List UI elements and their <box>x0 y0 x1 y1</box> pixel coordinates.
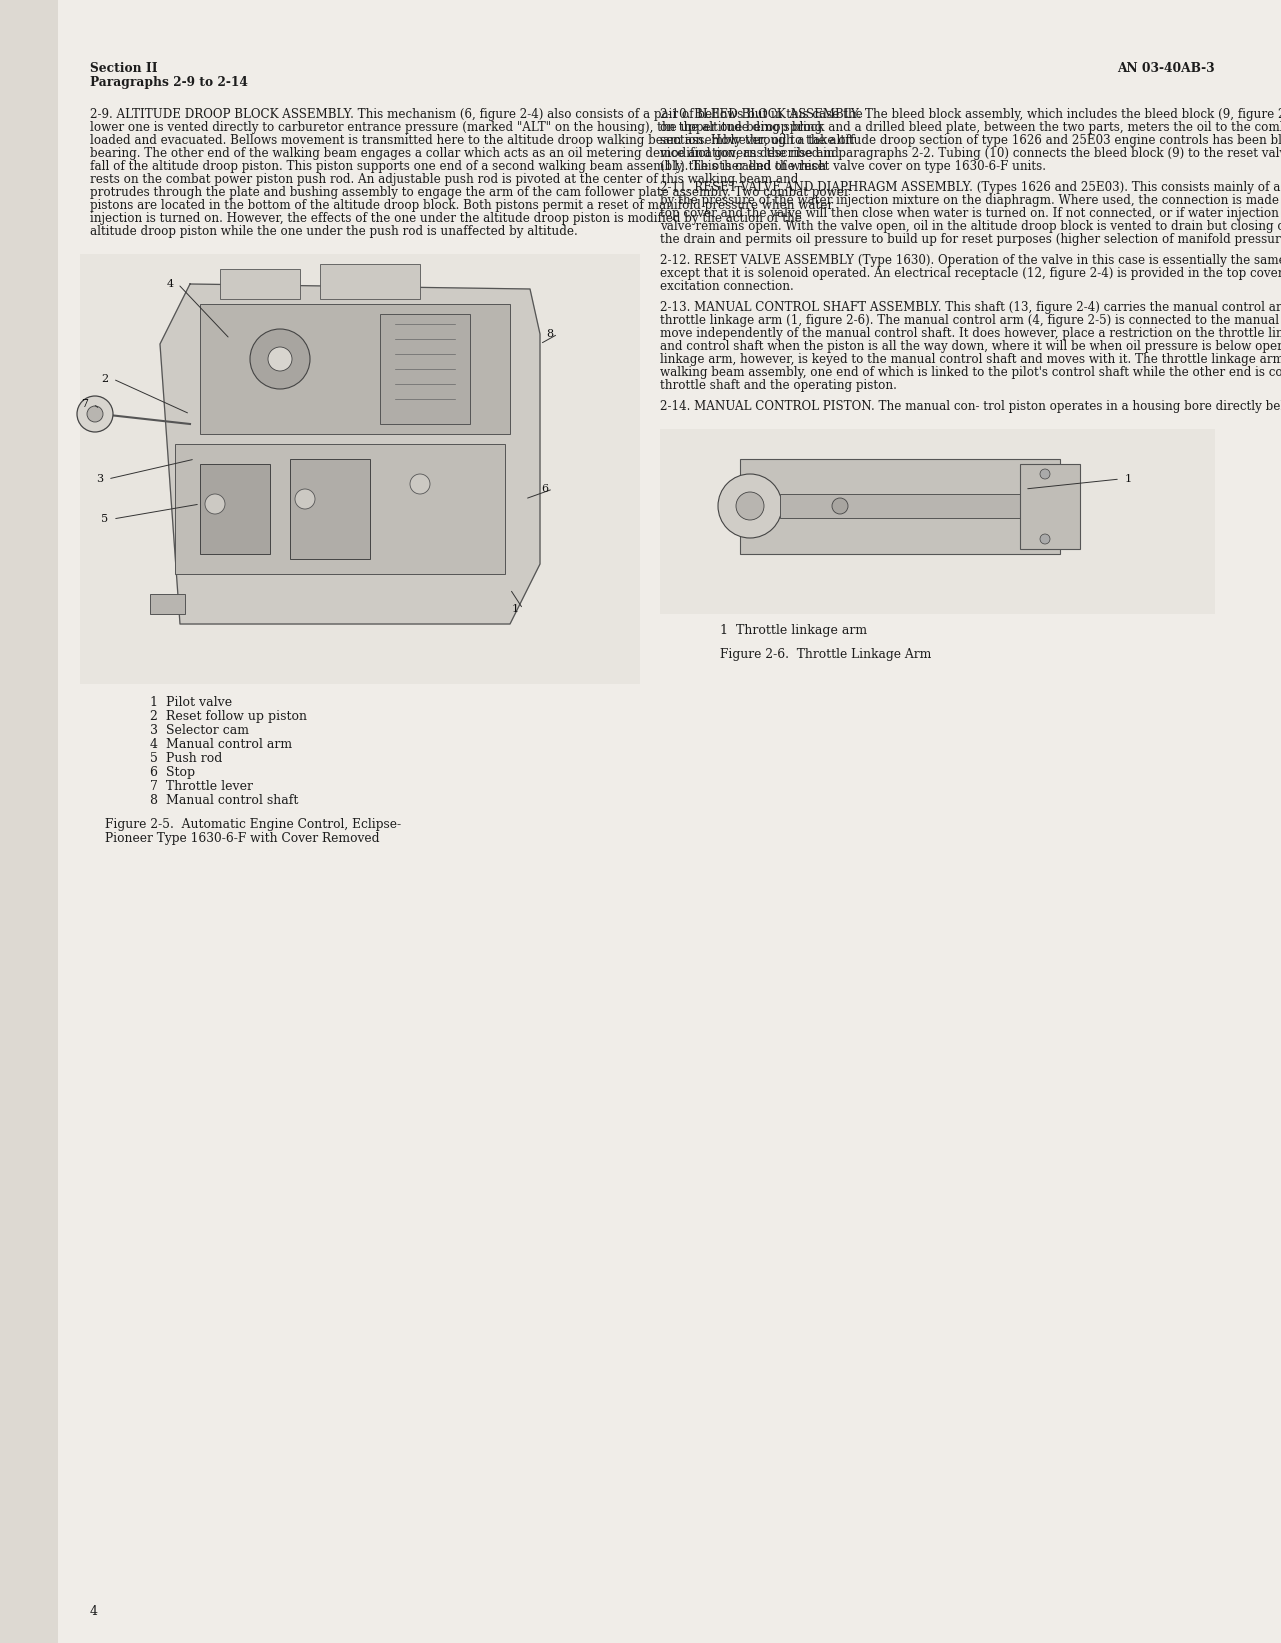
Circle shape <box>87 406 102 422</box>
Bar <box>320 265 420 299</box>
Circle shape <box>268 347 292 371</box>
Text: linkage arm, however, is keyed to the manual control shaft and moves with it. Th: linkage arm, however, is keyed to the ma… <box>660 353 1281 366</box>
Circle shape <box>250 329 310 389</box>
Text: 5: 5 <box>101 514 109 524</box>
Text: lower one is vented directly to carburetor entrance pressure (marked "ALT" on th: lower one is vented directly to carburet… <box>90 122 822 135</box>
Text: 2-14. MANUAL CONTROL PISTON. The manual con- trol piston operates in a housing b: 2-14. MANUAL CONTROL PISTON. The manual … <box>660 399 1281 412</box>
Text: fall of the altitude droop piston. This piston supports one end of a second walk: fall of the altitude droop piston. This … <box>90 159 826 173</box>
Text: except that it is solenoid operated. An electrical receptacle (12, figure 2-4) i: except that it is solenoid operated. An … <box>660 268 1281 279</box>
Bar <box>200 304 510 434</box>
Bar <box>200 463 270 554</box>
Text: excitation connection.: excitation connection. <box>660 279 794 292</box>
Text: loaded and evacuated. Bellows movement is transmitted here to the altitude droop: loaded and evacuated. Bellows movement i… <box>90 135 854 146</box>
Text: Figure 2-5.  Automatic Engine Control, Eclipse-: Figure 2-5. Automatic Engine Control, Ec… <box>105 818 401 831</box>
Text: 6  Stop: 6 Stop <box>150 766 195 779</box>
Circle shape <box>205 495 225 514</box>
Circle shape <box>77 396 113 432</box>
Text: (11). This is called the reset valve cover on type 1630-6-F units.: (11). This is called the reset valve cov… <box>660 159 1047 173</box>
Bar <box>290 458 370 559</box>
Text: on the altitude droop block and a drilled bleed plate, between the two parts, me: on the altitude droop block and a drille… <box>660 122 1281 135</box>
Text: move independently of the manual control shaft. It does however, place a restric: move independently of the manual control… <box>660 327 1281 340</box>
Text: 4  Manual control arm: 4 Manual control arm <box>150 738 292 751</box>
Text: top cover and the valve will then close when water is turned on. If not connecte: top cover and the valve will then close … <box>660 207 1281 220</box>
Text: 2-11. RESET VALVE AND DIAPHRAGM ASSEMBLY. (Types 1626 and 25E03). This consists : 2-11. RESET VALVE AND DIAPHRAGM ASSEMBLY… <box>660 181 1281 194</box>
Text: 3: 3 <box>96 473 104 485</box>
Text: 1  Throttle linkage arm: 1 Throttle linkage arm <box>720 624 867 637</box>
Bar <box>79 255 640 683</box>
Circle shape <box>410 473 430 495</box>
Text: Paragraphs 2-9 to 2-14: Paragraphs 2-9 to 2-14 <box>90 76 249 89</box>
Text: Section II: Section II <box>90 62 158 76</box>
Text: injection is turned on. However, the effects of the one under the altitude droop: injection is turned on. However, the eff… <box>90 212 802 225</box>
Text: 1: 1 <box>1125 473 1132 485</box>
Polygon shape <box>160 284 541 624</box>
Text: section. However, oil to the altitude droop section of type 1626 and 25E03 engin: section. However, oil to the altitude dr… <box>660 135 1281 146</box>
Text: by the pressure of the water injection mixture on the diaphragm. Where used, the: by the pressure of the water injection m… <box>660 194 1281 207</box>
Bar <box>175 444 505 573</box>
Text: rests on the combat power piston push rod. An adjustable push rod is pivoted at : rests on the combat power piston push ro… <box>90 173 798 186</box>
Text: 2-13. MANUAL CONTROL SHAFT ASSEMBLY. This shaft (13, figure 2-4) carries the man: 2-13. MANUAL CONTROL SHAFT ASSEMBLY. Thi… <box>660 301 1281 314</box>
Circle shape <box>1040 468 1050 480</box>
Text: throttle linkage arm (1, figure 2-6). The manual control arm (4, figure 2-5) is : throttle linkage arm (1, figure 2-6). Th… <box>660 314 1281 327</box>
Bar <box>0 0 58 1643</box>
Bar <box>380 314 470 424</box>
Text: the drain and permits oil pressure to build up for reset purposes (higher select: the drain and permits oil pressure to bu… <box>660 233 1281 246</box>
Text: 2-10. BLEED BLOCK ASSEMBLY. The bleed block assembly, which includes the bleed b: 2-10. BLEED BLOCK ASSEMBLY. The bleed bl… <box>660 108 1281 122</box>
Bar <box>1020 463 1080 549</box>
Circle shape <box>737 491 763 519</box>
Text: bearing. The other end of the walking beam engages a collar which acts as an oil: bearing. The other end of the walking be… <box>90 146 839 159</box>
Text: 4: 4 <box>90 1605 99 1618</box>
Text: and control shaft when the piston is all the way down, where it will be when oil: and control shaft when the piston is all… <box>660 340 1281 353</box>
Text: AN 03-40AB-3: AN 03-40AB-3 <box>1117 62 1214 76</box>
Text: protrudes through the plate and bushing assembly to engage the arm of the cam fo: protrudes through the plate and bushing … <box>90 186 849 199</box>
Text: throttle shaft and the operating piston.: throttle shaft and the operating piston. <box>660 380 897 393</box>
Text: valve remains open. With the valve open, oil in the altitude droop block is vent: valve remains open. With the valve open,… <box>660 220 1281 233</box>
Text: 8  Manual control shaft: 8 Manual control shaft <box>150 794 298 807</box>
Text: 3  Selector cam: 3 Selector cam <box>150 725 249 738</box>
Text: 1: 1 <box>511 605 519 614</box>
Bar <box>220 269 300 299</box>
Bar <box>660 429 1214 614</box>
Text: 1  Pilot valve: 1 Pilot valve <box>150 697 232 710</box>
Text: 2: 2 <box>101 375 109 384</box>
Circle shape <box>1040 534 1050 544</box>
Text: 8: 8 <box>547 329 553 338</box>
Text: altitude droop piston while the one under the push rod is unaffected by altitude: altitude droop piston while the one unde… <box>90 225 578 238</box>
Circle shape <box>717 473 781 537</box>
Text: Figure 2-6.  Throttle Linkage Arm: Figure 2-6. Throttle Linkage Arm <box>720 647 931 660</box>
Text: modification, as described in paragraphs 2-2. Tubing (10) connects the bleed blo: modification, as described in paragraphs… <box>660 146 1281 159</box>
Bar <box>780 495 1020 518</box>
Text: pistons are located in the bottom of the altitude droop block. Both pistons perm: pistons are located in the bottom of the… <box>90 199 833 212</box>
Text: Pioneer Type 1630-6-F with Cover Removed: Pioneer Type 1630-6-F with Cover Removed <box>105 831 379 845</box>
Text: 4: 4 <box>167 279 173 289</box>
Bar <box>150 595 184 614</box>
Text: 2-9. ALTITUDE DROOP BLOCK ASSEMBLY. This mechanism (6, figure 2-4) also consists: 2-9. ALTITUDE DROOP BLOCK ASSEMBLY. This… <box>90 108 862 122</box>
Text: 2-12. RESET VALVE ASSEMBLY (Type 1630). Operation of the valve in this case is e: 2-12. RESET VALVE ASSEMBLY (Type 1630). … <box>660 255 1281 268</box>
Text: 5  Push rod: 5 Push rod <box>150 752 223 766</box>
Text: 7  Throttle lever: 7 Throttle lever <box>150 780 254 794</box>
Circle shape <box>831 498 848 514</box>
Circle shape <box>295 490 315 509</box>
Bar <box>740 458 1059 554</box>
Text: 2  Reset follow up piston: 2 Reset follow up piston <box>150 710 307 723</box>
Text: 6: 6 <box>542 485 548 495</box>
Text: 7: 7 <box>82 399 88 409</box>
Text: walking beam assembly, one end of which is linked to the pilot's control shaft w: walking beam assembly, one end of which … <box>660 366 1281 380</box>
